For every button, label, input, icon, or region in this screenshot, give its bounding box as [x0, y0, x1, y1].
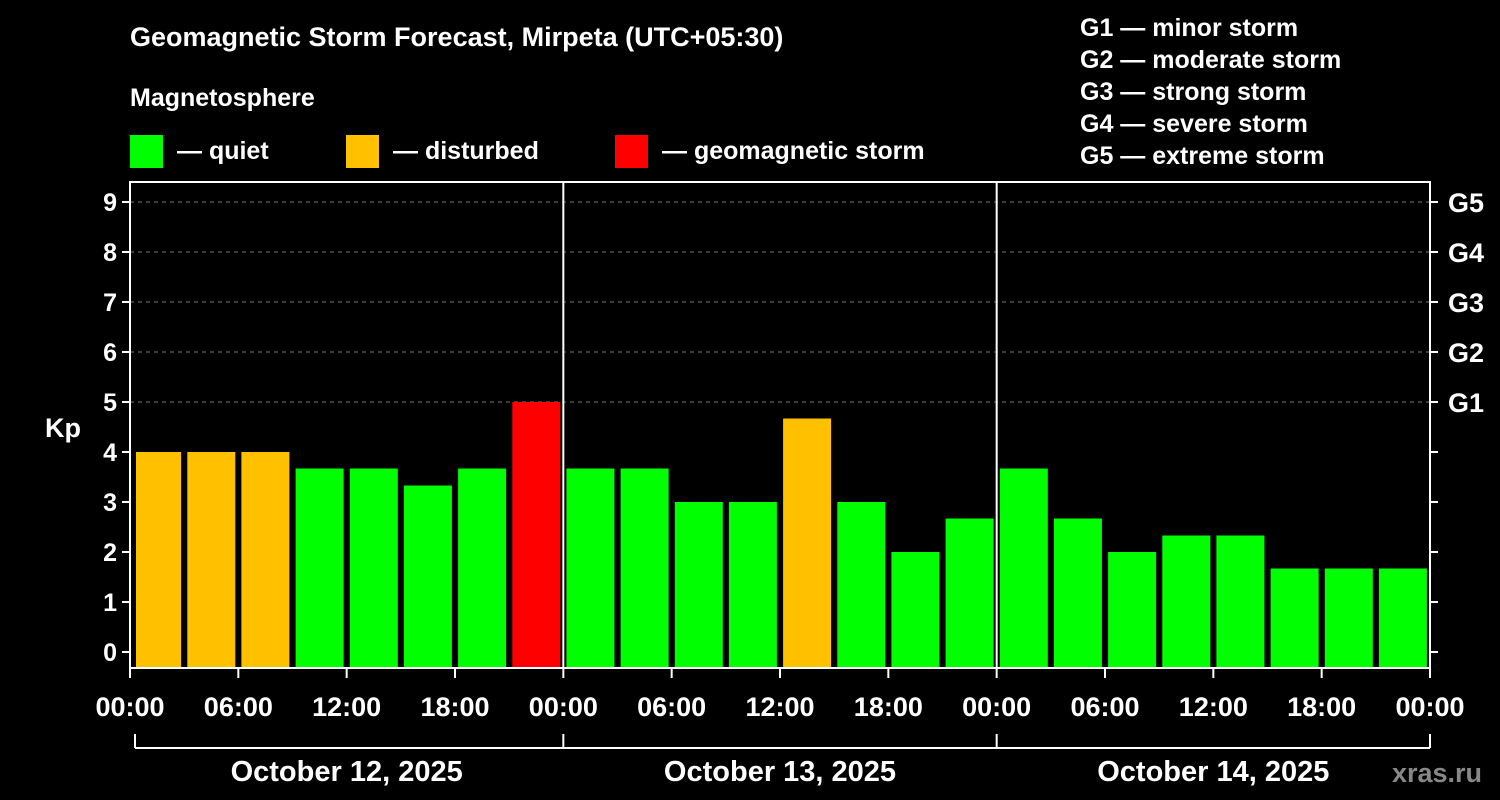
bar-5 — [349, 468, 398, 668]
storm-level-label-g5: G5 — [1448, 188, 1484, 218]
storm-level-label-g3: G3 — [1448, 288, 1484, 318]
y-tick-label-2: 2 — [103, 539, 117, 567]
scale-g1: G1 — minor storm — [1080, 14, 1299, 42]
storm-level-label-g2: G2 — [1448, 338, 1484, 368]
y-tick-label-4: 4 — [103, 439, 117, 467]
y-tick-label-6: 6 — [103, 339, 117, 367]
x-tick-label-10: 12:00 — [1179, 692, 1248, 722]
y-tick-label-5: 5 — [103, 389, 117, 417]
bar-21 — [1216, 535, 1265, 668]
y-tick-label-0: 0 — [103, 639, 117, 667]
x-tick-label-11: 18:00 — [1287, 692, 1356, 722]
bar-9 — [566, 468, 615, 668]
x-tick-label-12: 00:00 — [1395, 692, 1464, 722]
date-axis: October 12, 2025 October 13, 2025 October … — [134, 734, 1431, 788]
storm-scale-legend: G1 — minor storm G2 — moderate storm G3 … — [1080, 12, 1341, 172]
x-tick-label-5: 06:00 — [637, 692, 706, 722]
watermark: xras.ru — [1392, 758, 1482, 788]
legend-storm-swatch — [615, 134, 648, 168]
bars-group — [136, 402, 1427, 668]
bar-1 — [136, 452, 182, 668]
bar-10 — [620, 468, 669, 668]
y-axis: 0 1 2 3 4 5 6 7 8 9 — [103, 189, 130, 667]
date-label-0: October 12, 2025 — [231, 756, 463, 788]
y-tick-label-8: 8 — [103, 239, 117, 267]
x-tick-label-9: 06:00 — [1070, 692, 1139, 722]
x-axis: 00:00 06:00 12:00 18:00 00:00 06:00 12:00 18:00… — [95, 668, 1465, 722]
bar-11 — [674, 502, 723, 668]
storm-level-axis: G1 G2 G3 G4 G5 — [1430, 188, 1484, 653]
bar-8 — [512, 402, 561, 668]
y-tick-label-7: 7 — [103, 289, 117, 317]
x-tick-label-7: 18:00 — [854, 692, 923, 722]
bar-24 — [1378, 568, 1427, 668]
scale-g5: G5 — extreme storm — [1080, 142, 1325, 170]
x-tick-label-2: 12:00 — [312, 692, 381, 722]
x-tick-label-8: 00:00 — [962, 692, 1031, 722]
bar-19 — [1108, 552, 1157, 668]
x-tick-label-1: 06:00 — [204, 692, 273, 722]
bar-23 — [1324, 568, 1373, 668]
bar-4 — [295, 468, 344, 668]
y-tick-label-9: 9 — [103, 189, 117, 217]
bar-3 — [241, 452, 290, 668]
bar-16 — [945, 518, 994, 668]
bar-18 — [1053, 518, 1102, 668]
bar-7 — [458, 468, 507, 668]
bar-12 — [728, 502, 777, 668]
grid-lines — [130, 201, 1430, 403]
y-axis-label: Kp — [45, 413, 81, 443]
legend-storm: — geomagnetic storm — [615, 134, 925, 168]
bar-6 — [403, 485, 452, 668]
bar-17 — [999, 468, 1048, 668]
scale-g4: G4 — severe storm — [1080, 110, 1308, 138]
date-label-1: October 13, 2025 — [664, 756, 896, 788]
bar-14 — [837, 502, 886, 668]
bar-20 — [1162, 535, 1211, 668]
legend-quiet-label: — quiet — [177, 136, 269, 165]
y-tick-label-3: 3 — [103, 489, 117, 517]
scale-g2: G2 — moderate storm — [1080, 46, 1342, 74]
scale-g3: G3 — strong storm — [1080, 78, 1307, 106]
legend-disturbed-label: — disturbed — [393, 136, 539, 165]
chart-title: Geomagnetic Storm Forecast, Mirpeta (UTC… — [130, 22, 784, 52]
x-tick-label-3: 18:00 — [420, 692, 489, 722]
legend-disturbed-swatch — [346, 134, 379, 168]
y-tick-label-1: 1 — [103, 589, 117, 617]
legend-quiet-swatch — [130, 134, 163, 168]
x-tick-label-4: 00:00 — [529, 692, 598, 722]
bar-2 — [187, 452, 236, 668]
bar-15 — [891, 552, 940, 668]
bar-22 — [1270, 568, 1319, 668]
x-tick-label-6: 12:00 — [745, 692, 814, 722]
legend-storm-label: — geomagnetic storm — [662, 136, 925, 165]
legend-quiet: — quiet — [130, 134, 269, 168]
bar-13 — [783, 418, 832, 668]
storm-level-label-g4: G4 — [1448, 238, 1484, 268]
magnetosphere-label: Magnetosphere — [130, 84, 315, 112]
x-tick-label-0: 00:00 — [95, 692, 164, 722]
storm-level-label-g1: G1 — [1448, 388, 1484, 418]
legend-disturbed: — disturbed — [346, 134, 539, 168]
date-label-2: October 14, 2025 — [1097, 756, 1329, 788]
day-separators — [562, 182, 998, 668]
